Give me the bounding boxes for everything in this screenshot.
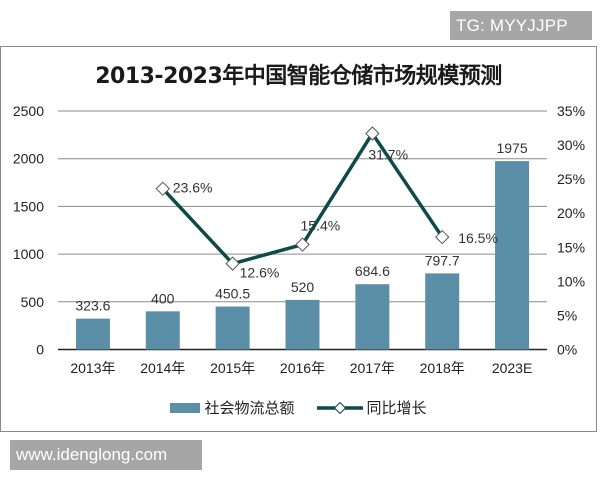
bar	[355, 284, 390, 350]
right-axis-tick: 5%	[557, 307, 577, 323]
bar	[285, 299, 320, 350]
bar-value-label: 797.7	[425, 252, 460, 268]
growth-value-label: 16.5%	[458, 230, 498, 246]
left-axis-tick: 0	[36, 342, 44, 358]
watermark-tg: TG: MYYJJPP	[450, 11, 592, 40]
x-axis-tick: 2013年	[70, 360, 115, 376]
x-axis-tick: 2014年	[140, 360, 185, 376]
watermark-site: www.idenglong.com	[10, 440, 202, 470]
legend-label-line: 同比增长	[366, 399, 427, 417]
right-axis-tick: 0%	[557, 342, 577, 358]
legend-item-bar: 社会物流总额	[170, 397, 295, 418]
growth-value-label: 15.4%	[301, 218, 341, 234]
right-axis-tick: 10%	[557, 273, 585, 289]
bar	[425, 273, 460, 350]
left-axis-tick: 1500	[13, 198, 44, 214]
bar-value-label: 323.6	[75, 298, 110, 314]
bar-value-label: 400	[151, 290, 175, 306]
left-axis-tick: 500	[21, 294, 45, 310]
bar	[145, 311, 180, 350]
diamond-marker-icon	[295, 237, 310, 252]
legend-label-bar: 社会物流总额	[204, 399, 295, 417]
x-axis-tick: 2018年	[420, 360, 465, 376]
bar-value-label: 684.6	[355, 263, 390, 279]
bar-value-label: 1975	[496, 140, 527, 156]
right-axis-tick: 25%	[557, 171, 585, 187]
growth-value-label: 23.6%	[173, 180, 213, 196]
line-diamond-swatch-icon	[316, 401, 363, 414]
diamond-marker-icon	[365, 126, 380, 141]
bar	[75, 318, 110, 350]
x-axis-tick: 2016年	[280, 360, 325, 376]
right-axis-tick: 30%	[557, 137, 585, 153]
bar-value-label: 520	[291, 279, 315, 295]
x-axis-tick: 2015年	[210, 360, 255, 376]
legend: 社会物流总额 同比增长	[0, 397, 597, 418]
diamond-marker-icon	[225, 256, 240, 271]
legend-item-line: 同比增长	[316, 397, 427, 418]
growth-value-label: 31.7%	[368, 146, 408, 162]
diamond-marker-icon	[435, 229, 450, 245]
left-axis-tick: 2500	[13, 103, 44, 119]
right-axis-tick: 15%	[557, 239, 585, 255]
left-axis-tick: 2000	[13, 151, 44, 167]
growth-value-label: 12.6%	[240, 265, 280, 281]
x-axis-tick: 2017年	[350, 360, 395, 376]
right-axis-tick: 20%	[557, 205, 585, 221]
bar	[495, 161, 530, 350]
bar-value-label: 450.5	[215, 286, 250, 302]
left-axis-tick: 1000	[13, 246, 44, 262]
bar-swatch-icon	[170, 402, 201, 413]
chart-title: 2013-2023年中国智能仓储市场规模预测	[95, 64, 502, 89]
x-axis-tick: 2023E	[492, 360, 532, 376]
bar	[215, 306, 250, 350]
right-axis-tick: 35%	[557, 103, 585, 119]
diamond-marker-icon	[155, 181, 170, 196]
